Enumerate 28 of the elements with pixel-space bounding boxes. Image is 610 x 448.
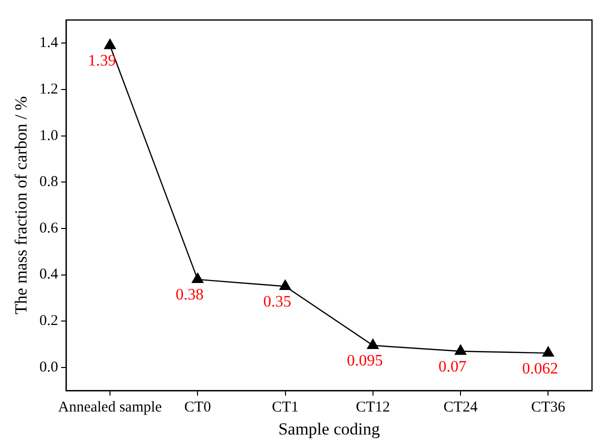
y-tick-label: 0.6 bbox=[39, 220, 59, 236]
y-tick-label: 0.8 bbox=[39, 174, 58, 190]
data-label: 0.35 bbox=[263, 294, 292, 311]
x-tick-label: CT24 bbox=[443, 400, 478, 416]
y-axis-title: The mass fraction of carbon / % bbox=[12, 96, 31, 314]
point bbox=[104, 38, 116, 50]
x-tick-label: CT36 bbox=[531, 400, 566, 416]
point bbox=[454, 344, 466, 355]
y-tick-label: 1.2 bbox=[39, 81, 58, 98]
data-label: 0.07 bbox=[438, 358, 467, 376]
x-tick-label: CT0 bbox=[184, 400, 211, 416]
y-tick-label: 0.2 bbox=[39, 313, 58, 330]
x-tick-label: CT1 bbox=[272, 400, 299, 416]
point bbox=[192, 272, 204, 284]
data-label: 0.062 bbox=[522, 360, 558, 378]
y-tick-label: 0.4 bbox=[39, 266, 59, 283]
point bbox=[367, 338, 379, 350]
data-label: 0.38 bbox=[176, 286, 204, 304]
data-label: 0.095 bbox=[346, 352, 383, 370]
y-tick-label: 1.0 bbox=[39, 128, 58, 144]
y-tick-label: 0.0 bbox=[39, 359, 58, 376]
x-tick-label: CT12 bbox=[356, 400, 390, 416]
x-tick-label: Annealed sample bbox=[58, 400, 162, 416]
x-axis-title: Sample coding bbox=[278, 419, 380, 438]
data-label: 1.39 bbox=[88, 52, 116, 70]
point bbox=[542, 346, 554, 357]
point bbox=[279, 280, 292, 290]
y-tick-label: 1.4 bbox=[39, 35, 59, 52]
